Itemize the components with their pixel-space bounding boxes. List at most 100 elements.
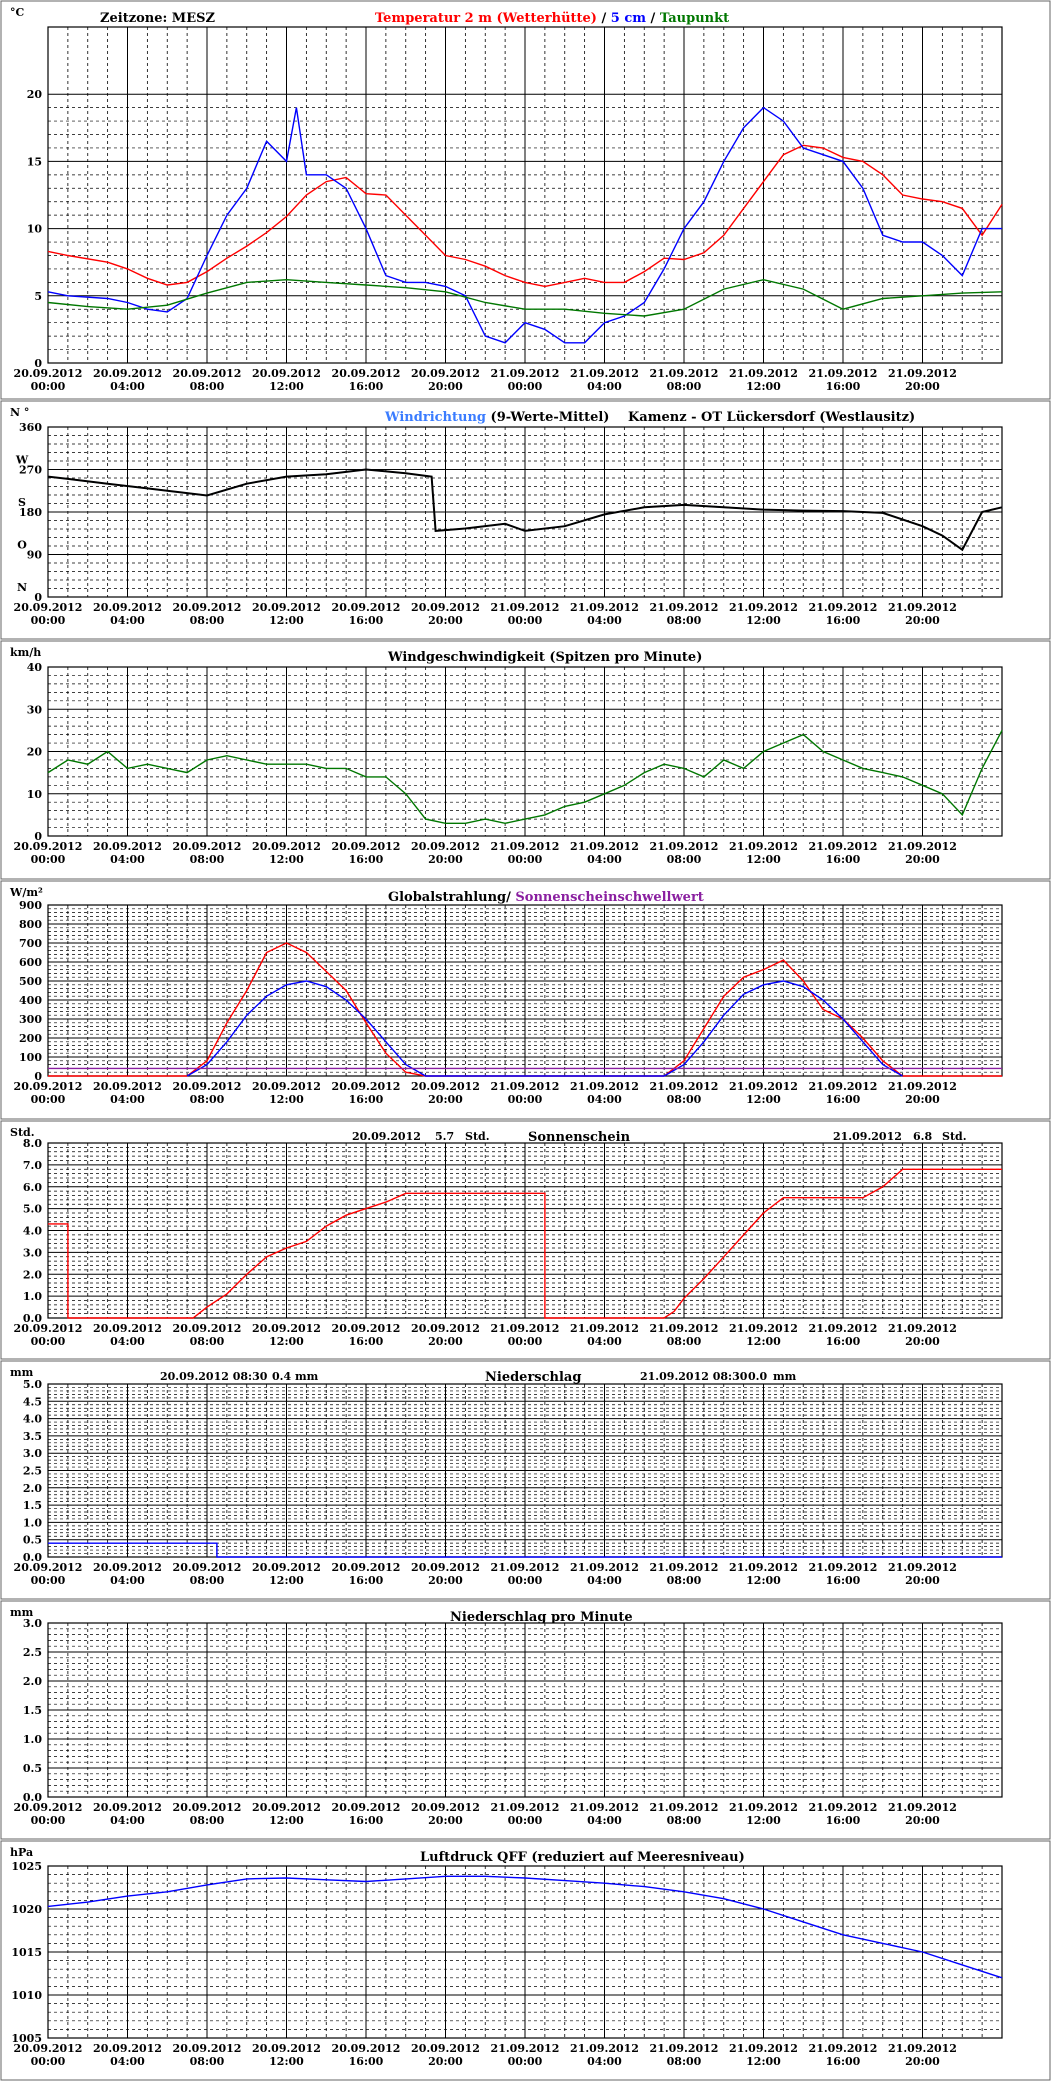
series-line [47, 144, 1003, 288]
series-line [47, 730, 1003, 825]
x-tick-date: 20.09.2012 [411, 367, 480, 380]
x-tick-date: 20.09.2012 [252, 2042, 321, 2055]
x-tick-time: 16:00 [349, 1093, 384, 1106]
chart-pressure: 10051010101510201025hPa20.09.201200:0020… [0, 1840, 1051, 2081]
x-tick-time: 20:00 [905, 853, 940, 866]
x-tick-date: 21.09.2012 [650, 1080, 719, 1093]
x-tick-date: 20.09.2012 [14, 601, 83, 614]
x-tick-time: 20:00 [428, 2055, 463, 2068]
x-tick-time: 08:00 [190, 1814, 225, 1827]
x-tick-date: 21.09.2012 [729, 601, 798, 614]
series-line [47, 278, 1003, 317]
x-tick-date: 20.09.2012 [332, 1080, 401, 1093]
y-tick-label: 270 [19, 464, 42, 477]
x-tick-date: 21.09.2012 [650, 2042, 719, 2055]
y-tick-label: 4.0 [23, 1413, 42, 1426]
x-tick-date: 20.09.2012 [332, 1322, 401, 1335]
y-tick-label: 0 [34, 591, 42, 604]
x-tick-time: 08:00 [667, 1574, 702, 1587]
x-tick-time: 16:00 [349, 380, 384, 393]
chart-temperature: 05101520°C20.09.201200:0020.09.201204:00… [0, 0, 1051, 400]
x-tick-date: 21.09.2012 [570, 1080, 639, 1093]
unit-label: Std. [10, 1126, 35, 1139]
x-tick-date: 20.09.2012 [252, 1561, 321, 1574]
series-line [47, 468, 1003, 552]
y-tick-label: 1010 [11, 1989, 42, 2002]
x-tick-date: 20.09.2012 [252, 601, 321, 614]
x-tick-date: 21.09.2012 [729, 2042, 798, 2055]
x-tick-date: 21.09.2012 [729, 1080, 798, 1093]
grid [47, 1865, 1003, 2039]
x-tick-date: 20.09.2012 [252, 1801, 321, 1814]
x-tick-date: 21.09.2012 [729, 367, 798, 380]
grid [47, 426, 1003, 598]
x-tick-time: 08:00 [667, 614, 702, 627]
x-tick-date: 20.09.2012 [252, 367, 321, 380]
y-tick-label: 8.0 [23, 1137, 42, 1150]
x-tick-date: 20.09.2012 [14, 1801, 83, 1814]
x-tick-time: 00:00 [508, 1814, 543, 1827]
unit-label: mm [10, 1366, 34, 1379]
annotation-text: 20.09.2012 [352, 1130, 421, 1143]
x-tick-date: 20.09.2012 [93, 2042, 162, 2055]
y-tick-label: 1020 [11, 1903, 42, 1916]
x-tick-time: 08:00 [190, 1335, 225, 1348]
x-tick-date: 21.09.2012 [888, 840, 957, 853]
x-tick-time: 00:00 [508, 380, 543, 393]
x-tick-date: 21.09.2012 [809, 1322, 878, 1335]
x-tick-time: 08:00 [667, 1814, 702, 1827]
x-tick-time: 04:00 [110, 614, 145, 627]
x-tick-time: 12:00 [746, 380, 781, 393]
x-tick-date: 21.09.2012 [570, 1801, 639, 1814]
chart-precip_minute: 0.00.51.01.52.02.53.0mm20.09.201200:0020… [0, 1600, 1051, 1840]
y-tick-label: 360 [19, 421, 42, 434]
unit-label: N ° [10, 406, 29, 419]
plot-border [47, 1622, 1003, 1798]
x-tick-time: 12:00 [746, 1335, 781, 1348]
y-tick-label: 900 [19, 899, 42, 912]
x-tick-time: 16:00 [349, 1574, 384, 1587]
plot-border [47, 26, 1003, 364]
x-tick-date: 21.09.2012 [809, 1080, 878, 1093]
x-tick-date: 20.09.2012 [173, 1801, 242, 1814]
x-tick-date: 21.09.2012 [491, 2042, 560, 2055]
x-tick-time: 08:00 [190, 2055, 225, 2068]
x-tick-date: 20.09.2012 [173, 1561, 242, 1574]
y-tick-label: 800 [19, 918, 42, 931]
x-tick-time: 04:00 [110, 1574, 145, 1587]
y-tick-label: 400 [19, 994, 42, 1007]
y-tick-label: 5.0 [23, 1378, 42, 1391]
x-tick-date: 20.09.2012 [14, 2042, 83, 2055]
x-tick-date: 21.09.2012 [650, 367, 719, 380]
x-tick-time: 00:00 [508, 1574, 543, 1587]
y-tick-label: 2.0 [23, 1268, 42, 1281]
x-tick-time: 08:00 [190, 380, 225, 393]
y-tick-label: 0.0 [23, 1312, 42, 1325]
x-tick-time: 04:00 [587, 2055, 622, 2068]
x-tick-time: 08:00 [667, 2055, 702, 2068]
x-tick-time: 12:00 [746, 853, 781, 866]
x-tick-date: 21.09.2012 [570, 840, 639, 853]
series-line [47, 1875, 1003, 1979]
y-tick-label: 7.0 [23, 1159, 42, 1172]
x-tick-date: 20.09.2012 [332, 1801, 401, 1814]
x-tick-date: 20.09.2012 [93, 367, 162, 380]
y-tick-label: 20 [27, 88, 43, 101]
x-tick-date: 20.09.2012 [173, 1080, 242, 1093]
y-tick-label: 90 [27, 549, 43, 562]
x-tick-date: 21.09.2012 [809, 601, 878, 614]
x-tick-date: 20.09.2012 [173, 2042, 242, 2055]
x-tick-time: 16:00 [826, 380, 861, 393]
y-tick-label: 4.0 [23, 1225, 42, 1238]
x-tick-date: 20.09.2012 [332, 2042, 401, 2055]
y-tick-label: 0 [34, 830, 42, 843]
x-tick-time: 08:00 [667, 380, 702, 393]
chart-title: Globalstrahlung/ Sonnenscheinschwellwert [388, 890, 704, 905]
unit-label: hPa [10, 1846, 33, 1859]
chart-title: Windgeschwindigkeit (Spitzen pro Minute) [387, 650, 702, 665]
x-tick-time: 12:00 [269, 380, 304, 393]
x-tick-time: 00:00 [508, 1335, 543, 1348]
y-tick-label: 5 [34, 290, 42, 303]
x-tick-date: 21.09.2012 [650, 601, 719, 614]
